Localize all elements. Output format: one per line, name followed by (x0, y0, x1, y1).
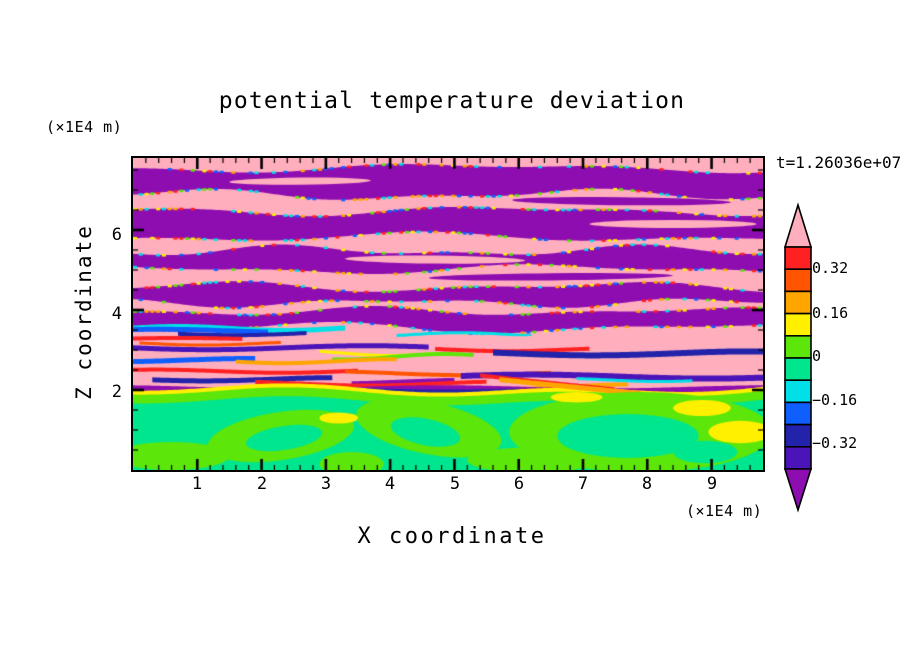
colorbar-segment (784, 401, 812, 426)
colorbar-label-0: 0 (812, 347, 822, 365)
x-tick-label-1: 1 (191, 474, 203, 494)
z-tick-label-6: 6 (111, 225, 122, 245)
z-tick-label-2: 2 (111, 382, 122, 402)
z-tick-label-4: 4 (111, 304, 122, 324)
colorbar-segment (784, 246, 812, 271)
colorbar-segment (784, 290, 812, 315)
x-tick-label-3: 3 (320, 474, 332, 494)
x-tick-label-4: 4 (384, 474, 396, 494)
x-tick-label-7: 7 (577, 474, 589, 494)
colorbar-segment (784, 446, 812, 470)
colorbar-label-0.32: 0.32 (812, 259, 849, 277)
time-label: t=1.26036e+07 (776, 153, 902, 172)
colorbar-segment (783, 468, 813, 513)
x-tick-label-9: 9 (706, 474, 718, 494)
x-axis-unit-label: (×1E4 m) (686, 502, 763, 520)
plot-frame (131, 156, 765, 472)
colorbar-segment (784, 268, 812, 293)
colorbar (783, 202, 813, 513)
x-axis-label: X coordinate (357, 524, 547, 549)
z-axis-unit-label: (×1E4 m) (46, 118, 123, 136)
colorbar-segment (784, 423, 812, 448)
plot-title: potential temperature deviation (218, 88, 686, 114)
colorbar-label-neg0.32: −0.32 (812, 434, 858, 452)
x-tick-label-2: 2 (256, 474, 268, 494)
colorbar-label-neg0.16: −0.16 (812, 391, 858, 409)
colorbar-segment (783, 202, 813, 248)
colorbar-segment (784, 379, 812, 404)
x-tick-label-5: 5 (449, 474, 461, 494)
x-tick-label-6: 6 (513, 474, 525, 494)
colorbar-segment (784, 335, 812, 359)
contour-canvas (133, 158, 763, 470)
x-tick-label-8: 8 (641, 474, 653, 494)
colorbar-segment (784, 357, 812, 382)
colorbar-label-0.16: 0.16 (812, 304, 849, 322)
colorbar-segment (784, 312, 812, 337)
